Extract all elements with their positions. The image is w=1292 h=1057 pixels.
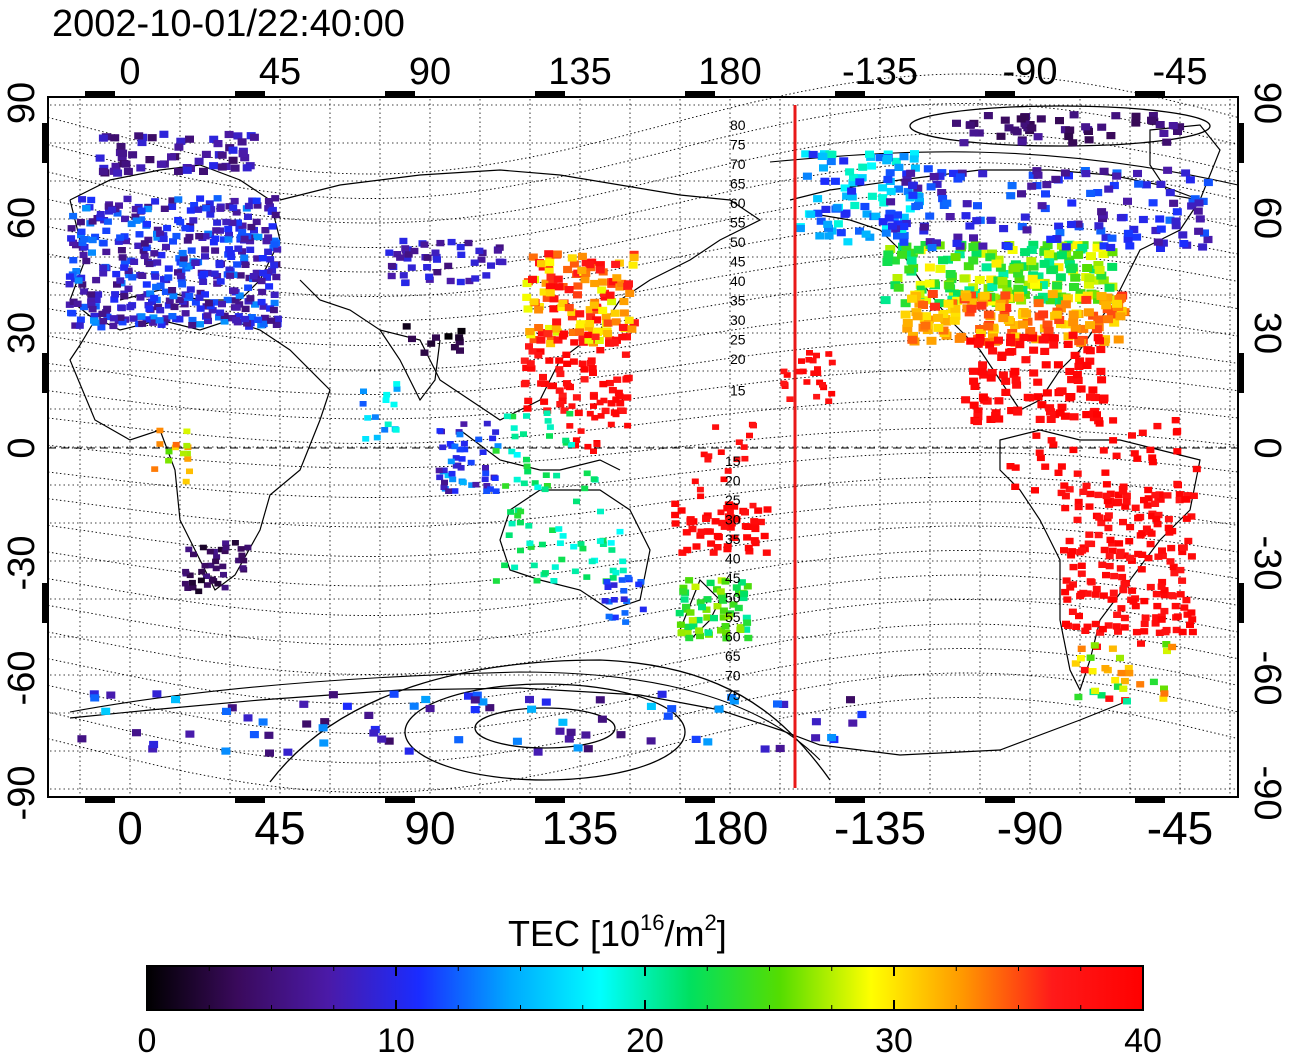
contour-label: 60 <box>725 629 741 645</box>
contour-label: 80 <box>730 117 746 133</box>
colorbar-tick-label: 30 <box>875 1022 913 1057</box>
x-tick-label: -90 <box>997 802 1063 854</box>
y-tick-label: -60 <box>1 651 43 706</box>
contour-label: 50 <box>725 590 741 606</box>
x-tick-label: -45 <box>1147 802 1213 854</box>
contour-labels: 80 75 70 65 60 55 50 45 40 35 30 25 20 15 15 20 25 30 35 40… <box>725 117 746 703</box>
colorbar-tick-label: 40 <box>1124 1022 1162 1057</box>
x-tick-label: 90 <box>404 802 455 854</box>
x-tick-label: 180 <box>698 51 761 93</box>
y-tick-label: 60 <box>1 197 43 239</box>
x-tick-label: 135 <box>542 802 619 854</box>
contour-label: 70 <box>730 156 746 172</box>
y-axis-left-labels: 90 60 30 0 -30 -60 -90 <box>1 82 43 821</box>
x-tick-label: 0 <box>117 802 143 854</box>
x-axis-top-labels: 0 45 90 135 180 -135 -90 -45 <box>119 51 1207 93</box>
x-axis-bottom-labels: 0 45 90 135 180 -135 -90 -45 <box>117 802 1213 854</box>
contour-label: 65 <box>730 176 746 192</box>
x-tick-label: 135 <box>548 51 611 93</box>
contour-label: 25 <box>730 332 746 348</box>
contour-label: 55 <box>730 215 746 231</box>
colorbar-tick-label: 10 <box>377 1022 415 1057</box>
y-tick-label: 0 <box>1246 437 1288 458</box>
contour-label: 40 <box>730 273 746 289</box>
contour-label: 30 <box>730 312 746 328</box>
contour-label: 20 <box>730 351 746 367</box>
x-tick-label: -45 <box>1153 51 1208 93</box>
x-tick-label: -90 <box>1003 51 1058 93</box>
contour-label: 70 <box>725 668 741 684</box>
contour-label: 15 <box>730 383 746 399</box>
y-tick-label: 0 <box>1 437 43 458</box>
contour-label: 30 <box>725 512 741 528</box>
x-tick-label: 45 <box>259 51 301 93</box>
x-tick-label: 0 <box>119 51 140 93</box>
contour-label: 25 <box>725 492 741 508</box>
contour-label: 60 <box>730 195 746 211</box>
colorbar-tick-label: 20 <box>626 1022 664 1057</box>
y-tick-label: 30 <box>1 312 43 354</box>
contour-label: 45 <box>725 570 741 586</box>
lat-lon-grid <box>48 99 1238 795</box>
contour-label: 40 <box>725 551 741 567</box>
colorbar-tick-label: 0 <box>138 1022 157 1057</box>
contour-label: 55 <box>725 609 741 625</box>
tec-data-cells <box>65 111 1213 757</box>
figure-title: 2002-10-01/22:40:00 <box>52 3 405 45</box>
contour-label: 75 <box>725 687 741 703</box>
contour-label: 35 <box>730 293 746 309</box>
y-axis-right-labels: 90 60 30 0 -30 -60 -90 <box>1246 82 1288 821</box>
colorbar-label: TEC [1016/m2] <box>508 910 727 954</box>
x-tick-label: 45 <box>254 802 305 854</box>
contour-label: 50 <box>730 234 746 250</box>
colorbar-ticks: 0 10 20 30 40 <box>138 966 1162 1057</box>
x-tick-label: 180 <box>692 802 769 854</box>
frame-ticks <box>42 91 1244 803</box>
contour-label: 15 <box>725 453 741 469</box>
x-tick-label: -135 <box>842 51 918 93</box>
y-tick-label: 90 <box>1 82 43 124</box>
y-tick-label: -30 <box>1 536 43 591</box>
y-tick-label: 60 <box>1246 197 1288 239</box>
contour-label: 35 <box>725 531 741 547</box>
contour-label: 75 <box>730 137 746 153</box>
y-tick-label: -30 <box>1246 536 1288 591</box>
y-tick-label: 90 <box>1246 82 1288 124</box>
x-tick-label: -135 <box>834 802 926 854</box>
y-tick-label: -60 <box>1246 651 1288 706</box>
x-tick-label: 90 <box>409 51 451 93</box>
contour-label: 65 <box>725 648 741 664</box>
contour-label: 20 <box>725 473 741 489</box>
y-tick-label: 30 <box>1246 312 1288 354</box>
y-tick-label: -90 <box>1246 766 1288 821</box>
y-tick-label: -90 <box>1 766 43 821</box>
contour-label: 45 <box>730 254 746 270</box>
